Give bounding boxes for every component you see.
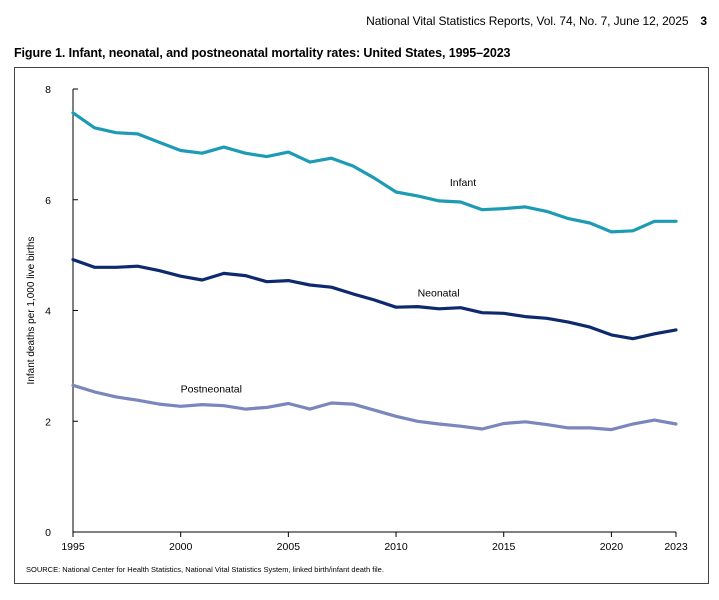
y-axis-label: Infant deaths per 1,000 live births: [26, 237, 37, 385]
y-tick-label: 8: [45, 84, 51, 96]
y-tick-label: 4: [45, 306, 51, 318]
report-header: National Vital Statistics Reports, Vol. …: [366, 14, 707, 28]
chart-axes: 0 2 4 6 8 1995 2000 2005 2010 2015 2020 2023 Infant …: [26, 84, 688, 553]
infant-series-label: Infant: [450, 177, 476, 189]
page-number: 3: [700, 14, 707, 28]
y-tick-label: 6: [45, 195, 51, 207]
postneonatal-series-label: Postneonatal: [181, 383, 242, 395]
chart-series-labels: Infant Neonatal Postneonatal: [181, 177, 477, 396]
x-tick-label: 2005: [277, 541, 301, 553]
x-tick-label: 2023: [664, 541, 688, 553]
x-tick-label: 2020: [600, 541, 624, 553]
report-citation: National Vital Statistics Reports, Vol. …: [366, 14, 689, 28]
chart-series: [71, 111, 678, 432]
x-tick-label: 2015: [492, 541, 516, 553]
chart-frame: [14, 67, 709, 584]
y-tick-label: 2: [45, 416, 51, 428]
y-tick-label: 0: [45, 527, 51, 539]
infant-series-line: [71, 111, 678, 234]
figure-source-note: SOURCE: National Center for Health Stati…: [26, 565, 384, 574]
neonatal-series-label: Neonatal: [418, 288, 460, 300]
neonatal-series-line: [71, 258, 678, 341]
postneonatal-series-line: [71, 383, 678, 432]
figure-title: Figure 1. Infant, neonatal, and postneon…: [14, 46, 511, 60]
x-tick-label: 2010: [384, 541, 408, 553]
x-tick-label: 1995: [61, 541, 85, 553]
x-tick-label: 2000: [169, 541, 193, 553]
